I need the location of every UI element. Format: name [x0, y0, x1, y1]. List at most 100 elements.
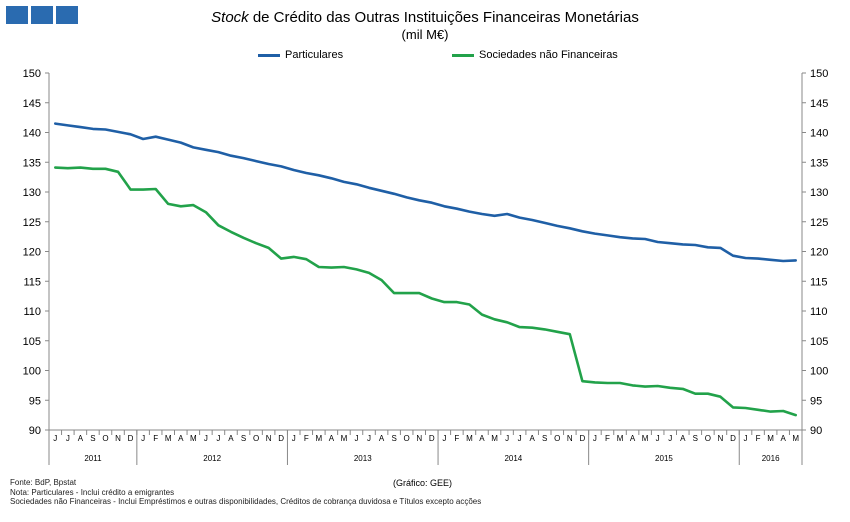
y-tick-label-left: 125	[23, 217, 41, 229]
y-tick-label-left: 110	[23, 306, 41, 318]
y-tick-label-right: 110	[810, 306, 828, 318]
x-tick-label-month: A	[228, 434, 234, 443]
x-tick-label-month: S	[90, 434, 95, 443]
x-tick-label-year: 2012	[203, 454, 221, 463]
x-tick-label-month: N	[115, 434, 121, 443]
x-tick-label-month: N	[266, 434, 272, 443]
logo-block	[6, 6, 28, 24]
y-tick-label-right: 105	[810, 336, 828, 348]
x-tick-label-month: F	[304, 434, 309, 443]
y-tick-label-left: 145	[23, 98, 41, 110]
x-tick-label-month: M	[315, 434, 322, 443]
y-tick-label-left: 95	[29, 395, 41, 407]
x-tick-label-month: A	[78, 434, 84, 443]
x-tick-label-month: O	[253, 434, 259, 443]
x-tick-label-year: 2014	[504, 454, 522, 463]
x-tick-label-year: 2016	[762, 454, 780, 463]
legend-swatch-particulares	[258, 53, 280, 57]
chart-title-italic: Stock	[211, 9, 249, 26]
y-tick-label-left: 100	[23, 366, 41, 378]
x-tick-label-month: J	[53, 434, 57, 443]
x-tick-label-month: D	[128, 434, 134, 443]
y-tick-label-right: 135	[810, 157, 828, 169]
x-tick-label-month: A	[530, 434, 536, 443]
x-tick-label-month: J	[505, 434, 509, 443]
x-tick-label-month: A	[329, 434, 335, 443]
x-tick-label-month: O	[554, 434, 560, 443]
y-tick-label-left: 135	[23, 157, 41, 169]
x-tick-label-month: A	[178, 434, 184, 443]
chart-title: Stock de Crédito das Outras Instituições…	[0, 9, 850, 27]
x-tick-label-month: J	[216, 434, 220, 443]
x-tick-label-month: J	[141, 434, 145, 443]
x-tick-label-month: M	[190, 434, 197, 443]
x-tick-label-month: F	[756, 434, 761, 443]
x-tick-label-month: A	[781, 434, 787, 443]
y-tick-label-right: 130	[810, 187, 828, 199]
y-tick-label-left: 140	[23, 128, 41, 140]
chart-title-rest: de Crédito das Outras Instituições Finan…	[248, 9, 639, 26]
y-tick-label-left: 120	[23, 247, 41, 259]
x-tick-label-month: J	[668, 434, 672, 443]
x-tick-label-month: J	[292, 434, 296, 443]
y-tick-label-left: 90	[29, 425, 41, 437]
x-tick-label-month: F	[153, 434, 158, 443]
x-tick-label-month: A	[479, 434, 485, 443]
x-tick-label-month: M	[341, 434, 348, 443]
legend-item-sociedades: Sociedades não Financeiras	[452, 49, 618, 61]
x-tick-label-month: N	[567, 434, 573, 443]
y-tick-label-right: 125	[810, 217, 828, 229]
gee-logo	[6, 6, 78, 24]
x-tick-label-month: S	[693, 434, 698, 443]
x-tick-label-month: M	[491, 434, 498, 443]
y-tick-label-right: 115	[810, 276, 828, 288]
x-tick-label-month: J	[593, 434, 597, 443]
legend-label-sociedades: Sociedades não Financeiras	[479, 49, 618, 61]
x-tick-label-month: M	[792, 434, 799, 443]
x-tick-label-month: M	[466, 434, 473, 443]
y-tick-label-right: 95	[810, 395, 822, 407]
y-tick-label-right: 150	[810, 68, 828, 80]
footer-note-1: Nota: Particulares - Inclui crédito a em…	[10, 488, 175, 497]
y-tick-label-right: 145	[810, 98, 828, 110]
x-tick-label-month: A	[680, 434, 686, 443]
x-tick-label-month: S	[391, 434, 396, 443]
x-tick-label-month: A	[379, 434, 385, 443]
legend-swatch-sociedades	[452, 53, 474, 57]
x-tick-label-month: J	[518, 434, 522, 443]
footer-source: Fonte: BdP, Bpstat	[10, 478, 77, 487]
x-tick-label-month: A	[630, 434, 636, 443]
x-tick-label-month: O	[705, 434, 711, 443]
x-tick-label-month: D	[730, 434, 736, 443]
logo-block	[56, 6, 78, 24]
x-tick-label-month: J	[204, 434, 208, 443]
x-tick-label-month: N	[416, 434, 422, 443]
x-tick-label-month: O	[102, 434, 108, 443]
legend-label-particulares: Particulares	[285, 49, 344, 61]
y-tick-label-right: 140	[810, 128, 828, 140]
x-tick-label-month: J	[442, 434, 446, 443]
x-tick-label-year: 2011	[84, 454, 102, 463]
series-line-particulares	[53, 122, 798, 263]
x-tick-label-month: D	[278, 434, 284, 443]
x-tick-label-month: S	[542, 434, 547, 443]
chart-legend: Particulares Sociedades não Financeiras	[0, 49, 850, 65]
x-tick-label-month: N	[718, 434, 724, 443]
logo-block	[31, 6, 53, 24]
x-tick-label-year: 2013	[354, 454, 372, 463]
y-tick-label-left: 130	[23, 187, 41, 199]
x-tick-label-month: M	[642, 434, 649, 443]
chart-subtitle: (mil M€)	[401, 27, 449, 42]
series-line-sociedades	[53, 166, 798, 417]
footer-note-2: Sociedades não Financeiras - Inclui Empr…	[10, 497, 482, 506]
x-tick-label-month: M	[165, 434, 172, 443]
x-tick-label-month: J	[354, 434, 358, 443]
x-tick-label-month: J	[656, 434, 660, 443]
legend-item-particulares: Particulares	[258, 49, 343, 61]
y-tick-label-left: 115	[23, 276, 41, 288]
y-tick-label-right: 100	[810, 366, 828, 378]
x-tick-label-month: M	[617, 434, 624, 443]
x-tick-label-month: J	[744, 434, 748, 443]
x-tick-label-month: D	[429, 434, 435, 443]
